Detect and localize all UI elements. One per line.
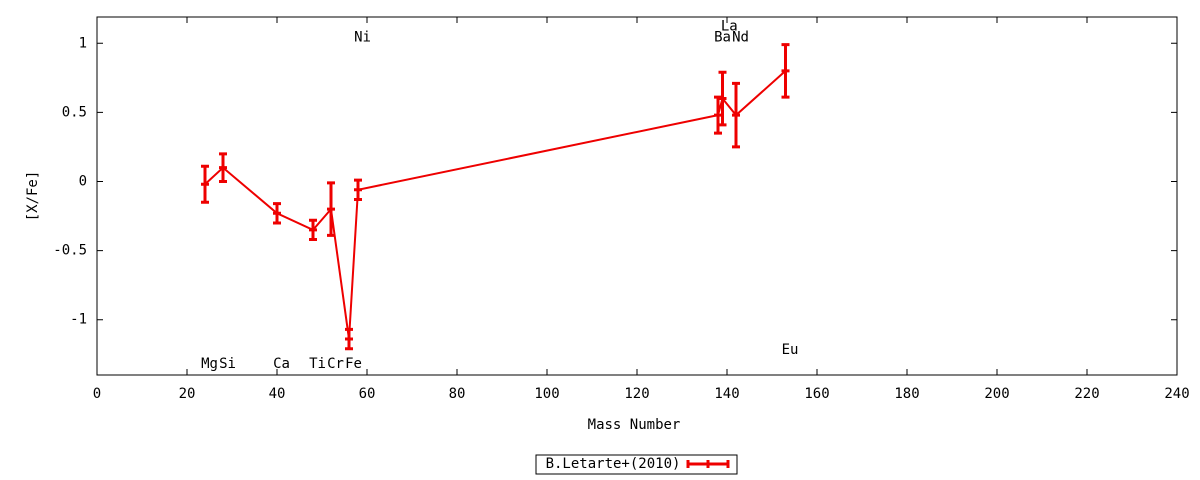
element-label: Mg bbox=[201, 356, 218, 372]
error-bar bbox=[718, 70, 727, 127]
x-tick-label: 240 bbox=[1164, 386, 1189, 402]
element-label: Eu bbox=[782, 342, 799, 358]
element-label: Ni bbox=[354, 30, 371, 46]
y-tick-label: -0.5 bbox=[53, 243, 87, 259]
element-label: Ba bbox=[714, 30, 731, 46]
error-bar bbox=[732, 81, 740, 149]
error-bar bbox=[309, 218, 317, 242]
y-tick-label: 0 bbox=[79, 173, 87, 189]
y-axis-label: [X/Fe] bbox=[25, 171, 41, 222]
x-tick-label: 220 bbox=[1074, 386, 1099, 402]
y-tick-label: 0.5 bbox=[62, 104, 87, 120]
error-bar bbox=[345, 327, 353, 351]
legend-label: B.Letarte+(2010) bbox=[546, 456, 681, 472]
x-tick-label: 140 bbox=[714, 386, 739, 402]
legend-box bbox=[535, 454, 738, 475]
y-tick-label: 1 bbox=[79, 35, 87, 51]
x-tick-label: 200 bbox=[984, 386, 1009, 402]
x-axis-label: Mass Number bbox=[588, 417, 681, 433]
error-bar bbox=[219, 152, 227, 183]
y-tick-label: -1 bbox=[70, 312, 87, 328]
error-bar bbox=[327, 181, 335, 237]
element-label: Cr bbox=[327, 356, 344, 372]
x-tick-label: 0 bbox=[93, 386, 101, 402]
element-label: Si bbox=[219, 356, 236, 372]
element-label: Nd bbox=[732, 30, 749, 46]
x-tick-label: 60 bbox=[359, 386, 376, 402]
element-label: La bbox=[721, 19, 738, 35]
x-tick-label: 80 bbox=[449, 386, 466, 402]
legend-swatch bbox=[686, 460, 730, 468]
element-label: Fe bbox=[345, 356, 362, 372]
element-label: Ca bbox=[273, 356, 290, 372]
error-bar bbox=[714, 95, 722, 135]
error-bar bbox=[781, 43, 790, 99]
x-tick-label: 100 bbox=[534, 386, 559, 402]
plot-frame bbox=[96, 16, 1178, 376]
x-tick-label: 20 bbox=[179, 386, 196, 402]
x-tick-label: 120 bbox=[624, 386, 649, 402]
error-bar bbox=[354, 178, 362, 201]
error-bar bbox=[201, 164, 209, 204]
x-tick-label: 40 bbox=[269, 386, 286, 402]
series-line bbox=[204, 70, 787, 340]
error-bar bbox=[273, 202, 281, 225]
x-tick-label: 180 bbox=[894, 386, 919, 402]
x-tick-label: 160 bbox=[804, 386, 829, 402]
element-label: Ti bbox=[309, 356, 326, 372]
